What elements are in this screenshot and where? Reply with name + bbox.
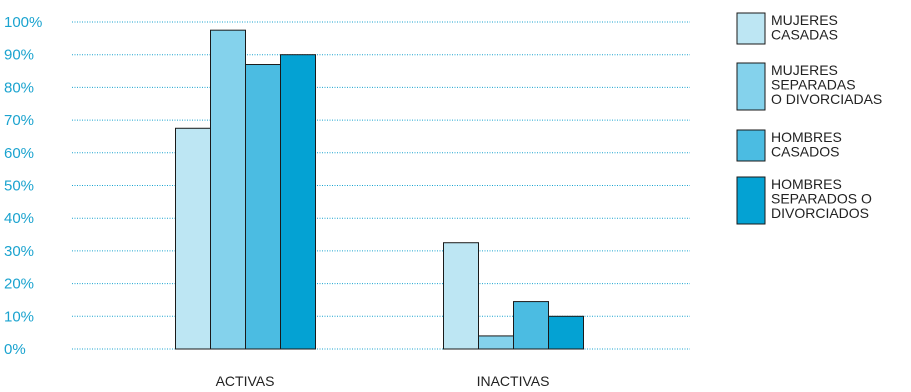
legend-item: HOMBRES CASADOS (736, 129, 842, 162)
legend-swatch (736, 129, 766, 162)
bar (280, 54, 316, 350)
bar (443, 242, 479, 350)
y-tick-label: 30% (4, 243, 34, 260)
y-tick-label: 10% (4, 308, 34, 325)
legend-label: MUJERES SEPARADAS O DIVORCIADAS (771, 62, 882, 107)
y-tick-label: 0% (4, 341, 26, 358)
bars (175, 29, 584, 350)
legend-item: HOMBRES SEPARADOS O DIVORCIADOS (736, 176, 872, 225)
legend-item: MUJERES CASADAS (736, 12, 838, 45)
y-tick-label: 80% (4, 79, 34, 96)
y-tick-label: 100% (4, 14, 42, 31)
bar (175, 127, 211, 350)
x-tick-label: ACTIVAS (216, 373, 275, 389)
legend-label: HOMBRES SEPARADOS O DIVORCIADOS (771, 176, 872, 221)
y-tick-label: 20% (4, 276, 34, 293)
legend: MUJERES CASADAS MUJERES SEPARADAS O DIVORCIA… (736, 12, 882, 225)
y-axis-ticks: 0% 10% 20% 30% 40% 50% 60% 70% 80% 90% 100% (4, 14, 42, 358)
legend-label: MUJERES CASADAS (771, 12, 838, 43)
legend-swatch (736, 176, 766, 225)
gridlines (72, 21, 690, 350)
bar (210, 29, 246, 350)
bar (548, 315, 584, 350)
bar (478, 335, 514, 350)
y-tick-label: 90% (4, 47, 34, 64)
y-tick-label: 70% (4, 112, 34, 129)
legend-swatch (736, 12, 766, 45)
y-tick-label: 60% (4, 145, 34, 162)
y-tick-label: 40% (4, 210, 34, 227)
legend-swatch (736, 62, 766, 111)
bar (513, 301, 549, 350)
y-tick-label: 50% (4, 178, 34, 195)
x-tick-label: INACTIVAS (477, 373, 550, 389)
legend-label: HOMBRES CASADOS (771, 129, 842, 160)
x-axis-ticks: ACTIVAS INACTIVAS (216, 373, 550, 389)
bar (245, 64, 281, 350)
legend-item: MUJERES SEPARADAS O DIVORCIADAS (736, 62, 882, 111)
